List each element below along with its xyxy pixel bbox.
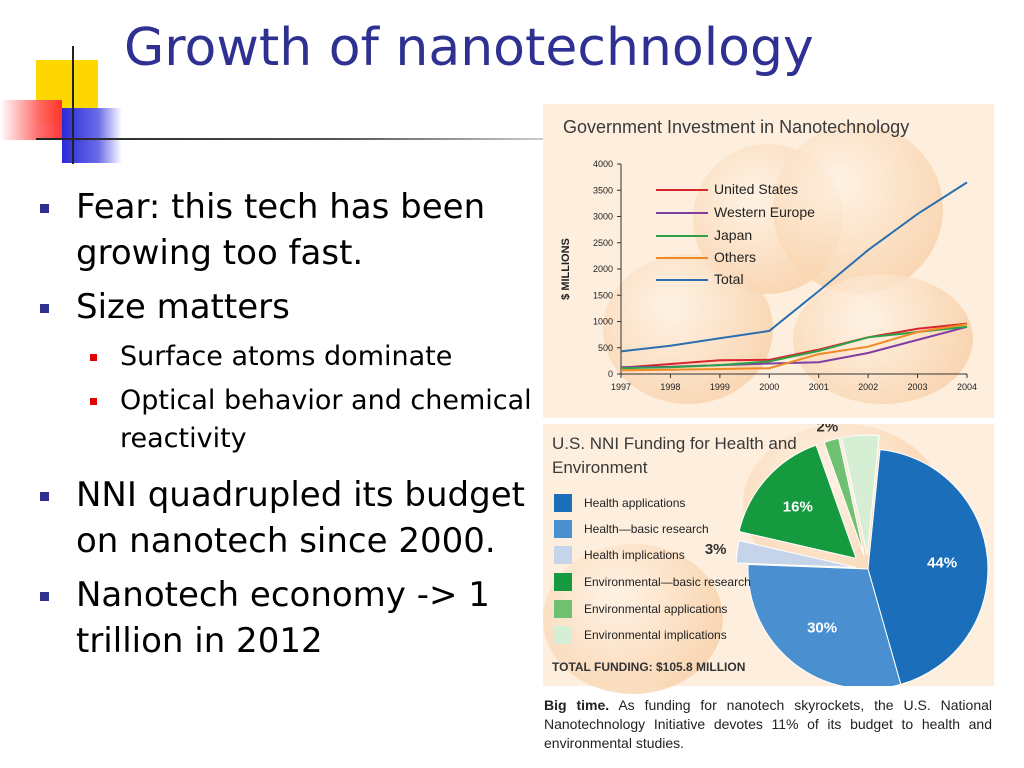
bullet-item: Nanotech economy -> 1 trillion in 2012 xyxy=(38,572,550,664)
decor-red-bar xyxy=(0,100,62,140)
decor-blob xyxy=(793,274,973,404)
legend-swatch xyxy=(656,279,708,281)
legend-swatch xyxy=(554,626,572,644)
bullet-item: NNI quadrupled its budget on nanotech si… xyxy=(38,472,550,564)
bullet-marker-icon xyxy=(40,304,49,313)
y-tick-label: 4000 xyxy=(593,159,613,169)
legend-swatch xyxy=(554,573,572,591)
sub-bullet-text: Surface atoms dominate xyxy=(120,341,453,372)
sub-bullet-marker-icon xyxy=(90,354,97,361)
legend-swatch xyxy=(656,235,708,237)
series-line-others xyxy=(620,323,968,372)
y-tick-label: 1500 xyxy=(593,290,613,300)
decor-vertical-line xyxy=(72,46,74,164)
legend-label: United States xyxy=(714,181,799,197)
legend-label: Japan xyxy=(714,227,753,243)
bullet-text: Size matters xyxy=(76,287,290,327)
figure-caption: Big time. As funding for nanotech skyroc… xyxy=(544,696,992,753)
y-tick-label: 500 xyxy=(598,343,613,353)
x-tick-label: 2002 xyxy=(858,382,878,392)
series-line-total xyxy=(620,181,968,353)
x-tick-label: 1997 xyxy=(611,382,631,392)
bullet-text: NNI quadrupled its budget on nanotech si… xyxy=(76,475,525,561)
legend-label: Environmental implications xyxy=(584,628,727,642)
legend-swatch xyxy=(554,520,572,538)
series-line-united-states xyxy=(620,322,968,369)
bullet-text: Nanotech economy -> 1 trillion in 2012 xyxy=(76,575,490,661)
y-tick-label: 1000 xyxy=(593,317,613,327)
y-tick-label: 2000 xyxy=(593,264,613,274)
x-tick-label: 2003 xyxy=(908,382,928,392)
sub-bullet-item: Optical behavior and chemical reactivity xyxy=(38,382,550,458)
bullet-text: Fear: this tech has been growing too fas… xyxy=(76,187,486,273)
line-chart: $ MILLIONS 0 500 1000 1500 2000 2500 3000 3500 40… xyxy=(560,159,977,392)
decor-blue-square xyxy=(62,108,122,163)
legend-label: Health implications xyxy=(584,548,685,562)
legend-swatch xyxy=(554,600,572,618)
y-tick-label: 2500 xyxy=(593,238,613,248)
legend-label: Health applications xyxy=(584,496,686,510)
legend-label: Environmental applications xyxy=(584,602,728,616)
line-chart-title: Government Investment in Nanotechnology xyxy=(563,117,910,137)
title-underline xyxy=(36,138,544,140)
y-tick-label: 0 xyxy=(608,369,613,379)
y-axis-label: $ MILLIONS xyxy=(560,238,572,300)
sub-bullet-marker-icon xyxy=(90,398,97,405)
caption-text: As funding for nanotech skyrockets, the … xyxy=(544,697,993,751)
legend-swatch xyxy=(656,212,708,214)
pie-chart-title: U.S. NNI Funding for Health and Environm… xyxy=(552,434,797,477)
pie-slice xyxy=(735,540,857,568)
pie-slice-label: 3% xyxy=(705,541,727,558)
sub-bullet-item: Surface atoms dominate xyxy=(38,338,550,376)
bullet-marker-icon xyxy=(40,492,49,501)
x-tick-label: 1999 xyxy=(710,382,730,392)
bullet-marker-icon xyxy=(40,592,49,601)
pie-chart: 44%30%3%16%2%5% xyxy=(705,424,989,686)
bullet-item: Fear: this tech has been growing too fas… xyxy=(38,184,550,276)
pie-slice xyxy=(747,563,902,686)
sub-bullet-text: Optical behavior and chemical reactivity xyxy=(120,385,532,454)
legend-swatch xyxy=(554,546,572,564)
bullet-list: Fear: this tech has been growing too fas… xyxy=(38,184,550,672)
legend-label: Health—basic research xyxy=(584,522,709,536)
legend-swatch xyxy=(554,494,572,512)
caption-lead: Big time. xyxy=(544,697,610,713)
decor-blob xyxy=(773,124,943,294)
pie-slice xyxy=(823,437,865,556)
investment-chart-panel xyxy=(543,104,994,418)
legend-swatch xyxy=(656,189,708,191)
legend-label: Environmental—basic research xyxy=(584,575,751,589)
pie-slice-label: 16% xyxy=(783,498,813,515)
bullet-marker-icon xyxy=(40,204,49,213)
x-tick-label: 2001 xyxy=(809,382,829,392)
y-tick-label: 3000 xyxy=(593,212,613,222)
x-tick-label: 2004 xyxy=(957,382,977,392)
pie-slice xyxy=(867,449,989,686)
slide-title: Growth of nanotechnology xyxy=(124,18,814,78)
decor-blob xyxy=(543,544,723,694)
bullet-item: Size matters xyxy=(38,284,550,330)
series-line-japan xyxy=(620,325,968,370)
pie-slice-label: 44% xyxy=(927,554,957,571)
legend-label: Others xyxy=(714,249,757,265)
total-funding-label: TOTAL FUNDING: $105.8 MILLION xyxy=(552,660,746,674)
x-tick-label: 1998 xyxy=(660,382,680,392)
legend-label: Total xyxy=(714,271,744,287)
pie-slice xyxy=(841,434,880,556)
x-tick-label: 2000 xyxy=(759,382,779,392)
legend-label: Western Europe xyxy=(714,204,815,220)
pie-slice-label: 30% xyxy=(807,620,837,637)
legend-swatch xyxy=(656,257,708,259)
y-tick-label: 3500 xyxy=(593,185,613,195)
pie-slice-label: 2% xyxy=(817,424,839,435)
pie-slice xyxy=(738,444,857,560)
